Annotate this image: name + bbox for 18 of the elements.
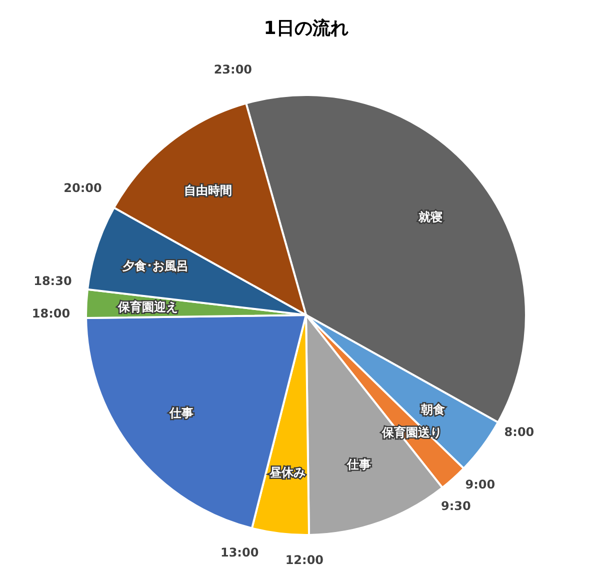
slice-label: 昼休み xyxy=(268,465,306,480)
text: 13:00 xyxy=(220,545,259,560)
slice-label: 夕食･お風呂 xyxy=(121,259,188,274)
slice-label: 朝食 xyxy=(420,402,445,417)
text: 8:00 xyxy=(504,424,534,439)
slice-label: 仕事 xyxy=(346,457,371,472)
chart-title: 1日の流れ xyxy=(262,17,350,40)
slice-label: 保育園迎え xyxy=(116,300,178,314)
slice-label: 就寝 xyxy=(417,210,442,224)
slice-label: 自由時間 xyxy=(184,184,232,198)
text: 18:00 xyxy=(32,306,70,320)
text: 20:00 xyxy=(64,181,102,196)
text: 9:00 xyxy=(465,477,496,492)
text: 12:00 xyxy=(285,552,324,567)
slice-label: 仕事 xyxy=(168,406,194,420)
text: 9:30 xyxy=(441,499,471,514)
text: 23:00 xyxy=(214,62,252,76)
text: 18:30 xyxy=(34,274,72,288)
